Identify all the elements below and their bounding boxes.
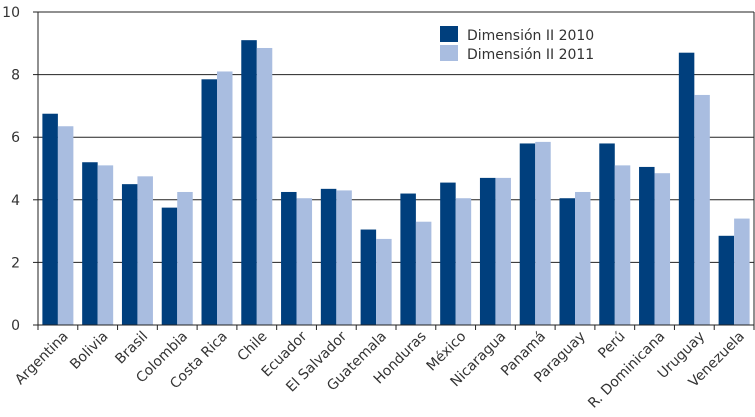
- legend: Dimensión II 2010 Dimensión II 2011: [440, 26, 594, 63]
- y-tick-label-10: 10: [2, 5, 20, 21]
- bar-brasil-2010: [121, 184, 138, 325]
- x-tick-label-bolivia: Bolivia: [67, 329, 111, 373]
- bar-paraguay-2010: [559, 198, 575, 325]
- bars: [42, 40, 750, 326]
- y-tick-label-8: 8: [11, 68, 20, 84]
- y-tick-label-2: 2: [11, 255, 20, 271]
- bar-colombia-2010: [161, 207, 178, 325]
- x-tick-label-chile: Chile: [235, 329, 271, 365]
- axes: [37, 12, 755, 330]
- legend-label-2010: Dimensión II 2010: [467, 28, 594, 44]
- bar-honduras-2010: [400, 193, 416, 325]
- bar-argentina-2011: [57, 126, 74, 326]
- bar-panam--2011: [535, 141, 551, 325]
- bar-venezuela-2010: [718, 235, 735, 325]
- bar-guatemala-2010: [360, 229, 377, 325]
- bar-uruguay-2010: [678, 52, 695, 325]
- bar-bolivia-2010: [82, 162, 98, 325]
- bar-venezuela-2011: [734, 218, 750, 325]
- bar-r-dominicana-2011: [654, 173, 671, 325]
- bar-bolivia-2011: [97, 165, 114, 325]
- bar-brasil-2011: [137, 176, 153, 325]
- bar-uruguay-2011: [694, 94, 710, 325]
- bar-colombia-2011: [177, 191, 193, 325]
- y-tick-label-6: 6: [11, 130, 20, 146]
- legend-swatch-2011: [440, 45, 458, 61]
- y-tick-labels: 0 2 4 6 8 10: [2, 5, 20, 334]
- x-tick-label-per-: Perú: [595, 329, 628, 362]
- legend-swatch-2010: [440, 26, 458, 42]
- bar-honduras-2011: [415, 221, 432, 325]
- bar-ecuador-2011: [296, 198, 313, 325]
- bar-nicaragua-2010: [479, 177, 496, 325]
- bar-el-salvador-2011: [336, 190, 352, 325]
- bar-costa-rica-2011: [217, 71, 233, 325]
- bar-costa-rica-2010: [201, 79, 217, 325]
- bar-nicaragua-2011: [495, 177, 511, 325]
- bar-ecuador-2010: [281, 191, 297, 325]
- y-tick-label-4: 4: [11, 193, 20, 209]
- bar-per--2011: [614, 165, 631, 325]
- bar-guatemala-2011: [376, 238, 392, 325]
- bar-chile-2010: [241, 40, 257, 326]
- bar-paraguay-2011: [575, 191, 591, 325]
- bar-el-salvador-2010: [320, 188, 337, 325]
- bar-m-xico-2011: [455, 198, 472, 325]
- bar-chile-2011: [256, 47, 273, 326]
- bar-m-xico-2010: [440, 182, 456, 325]
- legend-label-2011: Dimensión II 2011: [467, 47, 594, 63]
- bar-argentina-2010: [42, 113, 58, 325]
- x-tick-label-argentina: Argentina: [12, 329, 72, 389]
- y-tick-label-0: 0: [11, 318, 20, 334]
- grid-lines: [33, 11, 754, 326]
- bar-per--2010: [599, 143, 615, 325]
- bar-panam--2010: [519, 143, 536, 325]
- bar-r-dominicana-2010: [639, 166, 655, 325]
